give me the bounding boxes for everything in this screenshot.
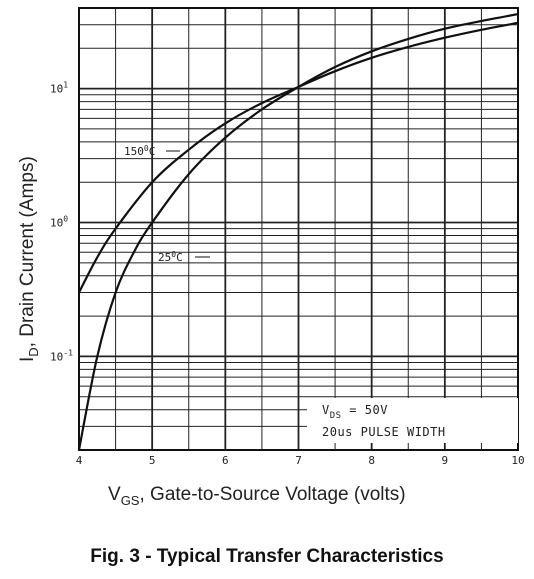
annotation-line-2: 20us PULSE WIDTH — [322, 425, 446, 439]
series-line-1 — [77, 13, 519, 451]
x-tick-label: 5 — [149, 454, 156, 467]
x-tick-label: 8 — [368, 454, 375, 467]
grid — [78, 7, 519, 451]
tick-labels: 4 5 6 7 8 9 10 10-1 100 101 — [50, 81, 525, 467]
y-tick-label: 10-1 — [50, 348, 73, 363]
x-tick-label: 9 — [442, 454, 449, 467]
x-tick-label: 7 — [295, 454, 302, 467]
x-axis-label: VGS, Gate-to-Source Voltage (volts) — [108, 484, 406, 508]
x-tick-label: 6 — [222, 454, 229, 467]
figure-caption: Fig. 3 - Typical Transfer Characteristic… — [90, 546, 444, 567]
plot-frame — [78, 7, 519, 451]
annotation-line-1: VDS = 50V — [322, 403, 388, 421]
y-tick-label: 101 — [50, 81, 68, 96]
series-labels: 1500C 250C — [124, 144, 210, 264]
curves — [77, 13, 519, 451]
series-label-1: 250C — [158, 250, 183, 264]
series-label-0: 1500C — [124, 144, 155, 158]
annotation-box: VDS = 50V 20us PULSE WIDTH — [307, 398, 518, 443]
x-tick-label: 4 — [76, 454, 83, 467]
x-tick-label: 10 — [511, 454, 524, 467]
y-axis-label: ID, Drain Current (Amps) — [17, 156, 41, 362]
y-tick-label: 100 — [50, 215, 68, 230]
series-line-0 — [78, 21, 519, 293]
